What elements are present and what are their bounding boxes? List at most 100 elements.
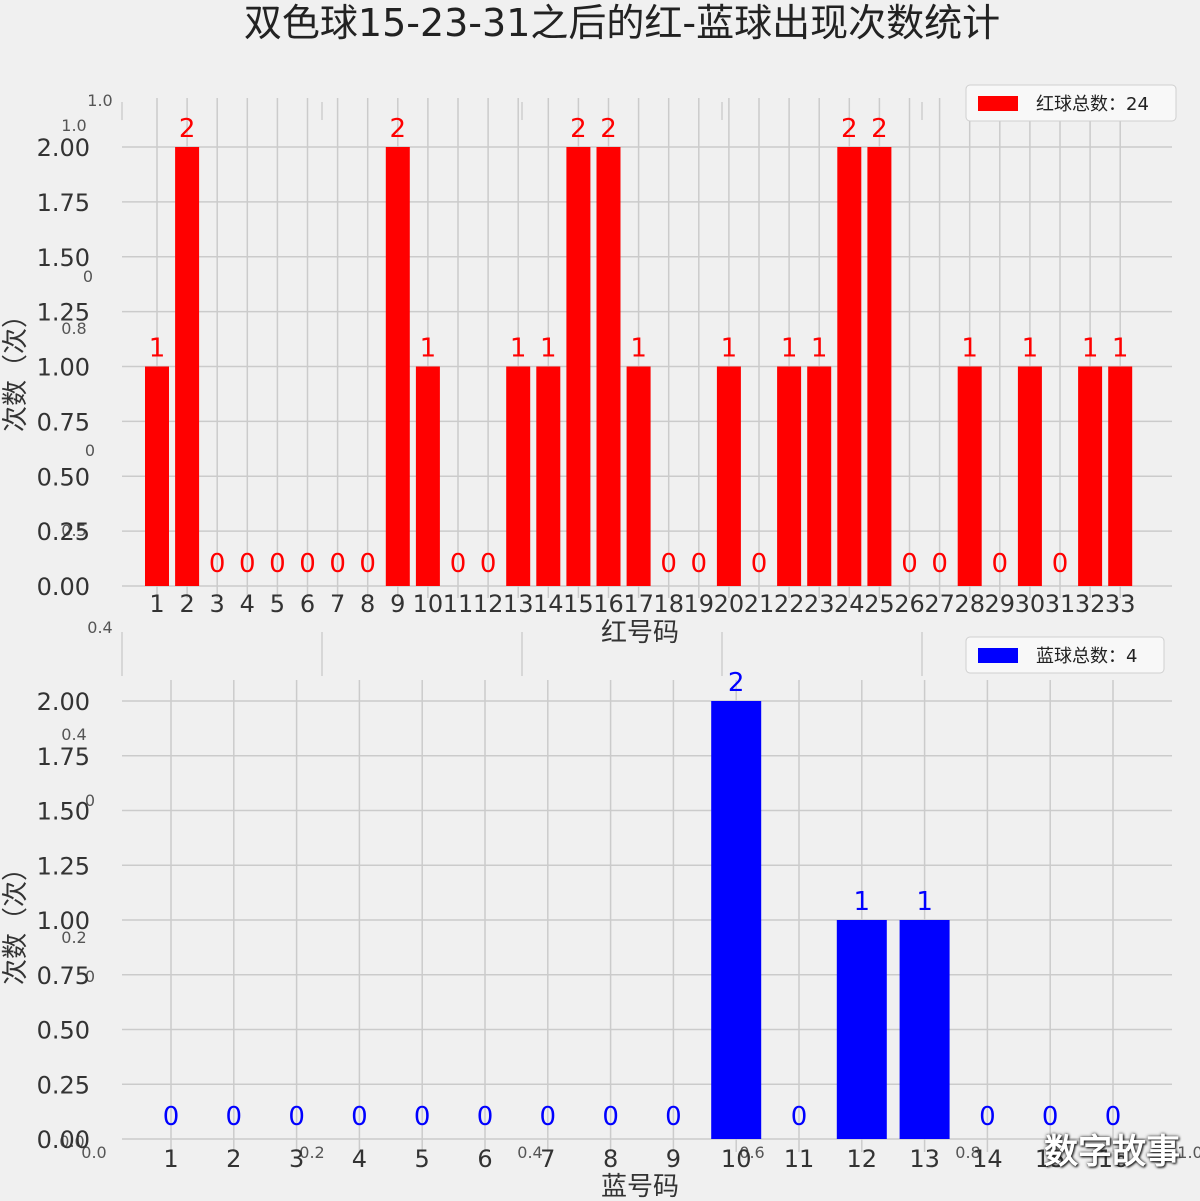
bar-value-label: 2 (390, 114, 407, 144)
x-tick-label: 14 (533, 590, 564, 618)
bar-value-label: 1 (149, 334, 166, 364)
ghost-tick: 0.0 (59, 1132, 84, 1151)
bar-value-label: 0 (931, 549, 948, 579)
bar-value-label: 0 (660, 549, 677, 579)
ghost-tick: 0.4 (87, 618, 112, 637)
bar-blue-13 (899, 920, 950, 1139)
bar-value-label: 2 (179, 114, 196, 144)
y-tick-label: 1.25 (37, 299, 90, 327)
ghost-tick: 0.6 (739, 1143, 764, 1162)
bar-red-24 (837, 147, 862, 586)
y-tick-label: 0.50 (37, 1017, 90, 1045)
bar-value-label: 1 (916, 887, 933, 917)
x-tick-label: 16 (593, 590, 624, 618)
watermark: 数字故事 (1044, 1132, 1180, 1172)
y-tick-label: 1.75 (37, 743, 90, 771)
bar-value-label: 0 (979, 1102, 996, 1132)
x-tick-label: 11 (443, 590, 474, 618)
bar-value-label: 0 (1105, 1102, 1122, 1132)
y-tick-label: 1.75 (37, 189, 90, 217)
x-tick-label: 23 (804, 590, 835, 618)
ghost-tick: 0 (85, 791, 95, 810)
y-tick-label: 0.50 (37, 463, 90, 491)
x-tick-label: 14 (972, 1145, 1003, 1173)
bar-value-label: 1 (540, 334, 557, 364)
x-tick-label: 32 (1075, 590, 1106, 618)
bar-value-label: 2 (600, 114, 617, 144)
bar-red-16 (596, 147, 621, 586)
bar-value-label: 0 (1042, 1102, 1059, 1132)
x-tick-label: 13 (503, 590, 534, 618)
bar-value-label: 0 (751, 549, 768, 579)
bar-value-label: 0 (602, 1102, 619, 1132)
bar-value-label: 1 (1112, 334, 1129, 364)
y-tick-label: 1.25 (37, 852, 90, 880)
legend-label: 红球总数：24 (1036, 94, 1149, 115)
x-tick-label: 26 (894, 590, 925, 618)
ghost-tick: 0.8 (955, 1143, 980, 1162)
x-tick-label: 17 (623, 590, 654, 618)
x-tick-label: 4 (352, 1145, 367, 1173)
legend-label: 蓝球总数：4 (1036, 646, 1137, 667)
ghost-ticks: 1.01.000.800.50.40.400.200.00.00.2 0.4 0.6… (59, 91, 1200, 1162)
ghost-tick: 0.4 (517, 1143, 542, 1162)
x-tick-label: 8 (360, 590, 375, 618)
legend-box (965, 636, 1165, 674)
bar-red-1 (145, 366, 169, 586)
bar-red-33 (1108, 366, 1133, 586)
bar-value-label: 0 (414, 1102, 431, 1132)
x-tick-label: 5 (270, 590, 285, 618)
x-tick-label: 1 (149, 590, 164, 618)
ghost-tick: 0 (85, 967, 95, 986)
x-tick-label: 1 (163, 1145, 178, 1173)
bar-value-label: 0 (691, 549, 708, 579)
x-tick-label: 12 (473, 590, 504, 618)
x-tick-label: 15 (1035, 1145, 1066, 1173)
blue-ball-panel: 0.000.250.500.751.001.251.501.752.000102… (1, 636, 1172, 1201)
y-tick-label: 1.00 (37, 907, 90, 935)
y-tick-label: 1.00 (37, 354, 90, 382)
bar-value-label: 2 (871, 114, 888, 144)
bar-value-label: 1 (811, 334, 828, 364)
legend-swatch (978, 648, 1018, 663)
bar-value-label: 1 (1022, 334, 1039, 364)
ghost-tick: 0.2 (299, 1143, 324, 1162)
x-axis-label: 蓝号码 (601, 1172, 679, 1201)
x-tick-label: 33 (1105, 590, 1136, 618)
y-tick-label: 0.25 (37, 1071, 90, 1099)
x-tick-label: 4 (240, 590, 255, 618)
x-tick-label: 15 (563, 590, 594, 618)
x-tick-label: 25 (864, 590, 895, 618)
y-tick-label: 0.00 (37, 1126, 90, 1154)
ghost-tick: 0 (85, 441, 95, 460)
legend-swatch (978, 96, 1018, 111)
x-tick-label: 3 (289, 1145, 304, 1173)
x-axis-label: 红号码 (601, 618, 679, 648)
x-tick-label: 10 (413, 590, 444, 618)
bar-red-30 (1017, 366, 1042, 586)
y-tick-label: 1.50 (37, 244, 90, 272)
y-tick-label: 0.25 (37, 518, 90, 546)
x-tick-label: 18 (653, 590, 684, 618)
bar-red-14 (536, 366, 561, 586)
bar-value-label: 0 (209, 549, 226, 579)
red-ball-panel: 0.000.250.500.751.001.251.501.752.001122… (1, 84, 1177, 648)
bar-value-label: 0 (226, 1102, 243, 1132)
bar-red-23 (807, 366, 832, 586)
y-tick-label: 0.75 (37, 408, 90, 436)
bar-value-label: 1 (420, 334, 437, 364)
x-tick-label: 2 (226, 1145, 241, 1173)
x-tick-label: 28 (954, 590, 985, 618)
y-axis-label: 次数（次） (1, 855, 31, 985)
x-tick-label: 29 (985, 590, 1016, 618)
x-tick-label: 24 (834, 590, 865, 618)
bar-value-label: 0 (1052, 549, 1069, 579)
x-tick-label: 31 (1045, 590, 1076, 618)
bar-value-label: 2 (728, 668, 745, 698)
legend-box (965, 84, 1177, 122)
bar-red-17 (626, 366, 651, 586)
ghost-tick: 1.0 (1177, 1143, 1200, 1162)
y-tick-label: 1.50 (37, 798, 90, 826)
bar-red-15 (566, 147, 591, 586)
